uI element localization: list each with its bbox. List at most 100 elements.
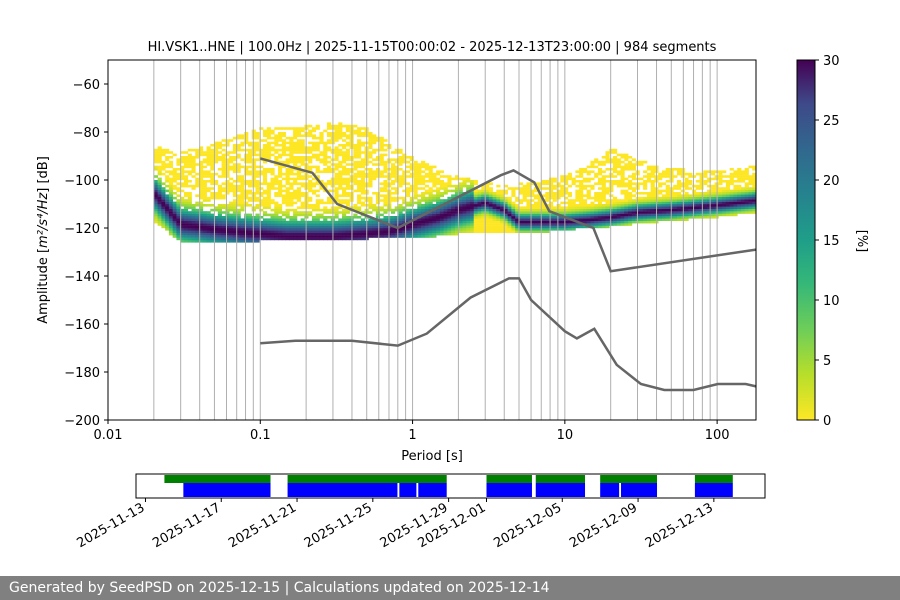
heatmap-cell xyxy=(500,211,505,214)
heatmap-cell xyxy=(206,235,211,238)
heatmap-cell xyxy=(357,151,362,154)
heatmap-cell xyxy=(168,184,174,188)
heatmap-cell xyxy=(485,201,490,205)
heatmap-cell xyxy=(315,235,320,238)
heatmap-cell xyxy=(247,158,253,161)
heatmap-cell xyxy=(556,208,561,212)
heatmap-cell xyxy=(202,211,207,214)
heatmap-cell xyxy=(345,156,350,159)
heatmap-cell xyxy=(597,196,603,200)
heatmap-cell xyxy=(556,204,561,207)
heatmap-cell xyxy=(500,218,505,221)
heatmap-cell xyxy=(421,182,426,185)
heatmap-cell xyxy=(616,208,621,212)
heatmap-cell xyxy=(688,180,693,183)
heatmap-cell xyxy=(601,177,606,181)
heatmap-cell xyxy=(643,180,648,183)
heatmap-cell xyxy=(665,211,670,214)
heatmap-cell xyxy=(507,211,512,214)
heatmap-cell xyxy=(199,189,204,193)
heatmap-cell xyxy=(168,223,174,226)
heatmap-cell xyxy=(409,208,414,212)
heatmap-cell xyxy=(722,170,727,173)
heatmap-cell xyxy=(202,153,207,157)
heatmap-cell xyxy=(436,199,441,202)
heatmap-cell xyxy=(342,168,347,171)
heatmap-cell xyxy=(684,187,689,190)
heatmap-cell xyxy=(217,232,222,236)
heatmap-cell xyxy=(285,160,290,164)
heatmap-cell xyxy=(725,204,731,207)
heatmap-cell xyxy=(620,156,625,159)
heatmap-cell xyxy=(375,206,381,209)
heatmap-cell xyxy=(342,170,347,173)
heatmap-cell xyxy=(722,213,727,217)
heatmap-cell xyxy=(353,153,358,157)
heatmap-cell xyxy=(579,170,584,173)
heatmap-cell xyxy=(518,199,524,202)
heatmap-cell xyxy=(688,204,693,207)
heatmap-cell xyxy=(729,206,734,209)
heatmap-cell xyxy=(605,213,610,217)
heatmap-cell xyxy=(552,187,557,190)
heatmap-cell xyxy=(225,235,230,238)
grid-lines xyxy=(153,60,718,420)
heatmap-cell xyxy=(153,184,158,188)
heatmap-cell xyxy=(165,148,170,152)
heatmap-cell xyxy=(270,132,275,135)
heatmap-cell xyxy=(650,208,655,212)
heatmap-cell xyxy=(357,216,362,219)
heatmap-cell xyxy=(345,223,350,226)
heatmap-cell xyxy=(439,194,445,197)
heatmap-cell xyxy=(157,182,162,185)
heatmap-cell xyxy=(153,180,158,183)
heatmap-cell xyxy=(345,201,350,205)
heatmap-cell xyxy=(526,206,531,209)
heatmap-cell xyxy=(646,204,652,207)
heatmap-cell xyxy=(737,170,742,173)
heatmap-cell xyxy=(421,199,426,202)
heatmap-cell xyxy=(469,223,475,226)
heatmap-cell xyxy=(710,213,715,217)
heatmap-cell xyxy=(729,194,734,197)
heatmap-cell xyxy=(278,228,283,231)
heatmap-cell xyxy=(191,225,196,229)
heatmap-cell xyxy=(579,201,584,205)
heatmap-cell xyxy=(643,182,648,185)
heatmap-cell xyxy=(744,175,749,178)
heatmap-cell xyxy=(624,153,629,157)
heatmap-cell xyxy=(240,194,245,197)
heatmap-cell xyxy=(594,158,599,161)
heatmap-cell xyxy=(609,220,614,224)
heatmap-cell xyxy=(556,228,561,231)
heatmap-cell xyxy=(240,180,245,183)
heatmap-cell xyxy=(323,232,328,236)
heatmap-cell xyxy=(748,187,753,190)
heatmap-cell xyxy=(368,156,373,159)
heatmap-cell xyxy=(326,141,332,145)
heatmap-cell xyxy=(217,206,222,209)
heatmap-cell xyxy=(187,204,192,207)
heatmap-cell xyxy=(214,180,219,183)
heatmap-cell xyxy=(605,187,610,190)
heatmap-cell xyxy=(552,223,557,226)
heatmap-cell xyxy=(409,235,414,238)
heatmap-cell xyxy=(556,192,561,195)
heatmap-cell xyxy=(319,201,324,205)
heatmap-cell xyxy=(590,206,595,209)
heatmap-cell xyxy=(206,187,211,190)
heatmap-cell xyxy=(229,240,234,243)
heatmap-cell xyxy=(545,230,550,233)
heatmap-cell xyxy=(560,184,565,188)
heatmap-cell xyxy=(338,148,343,152)
heatmap-cell xyxy=(345,184,350,188)
heatmap-cell xyxy=(383,163,388,166)
heatmap-cell xyxy=(247,180,253,183)
heatmap-cell xyxy=(353,156,358,159)
heatmap-cell xyxy=(624,213,629,217)
heatmap-cell xyxy=(564,196,569,200)
heatmap-cell xyxy=(232,189,238,193)
heatmap-cell xyxy=(281,146,286,149)
heatmap-cell xyxy=(620,165,625,169)
heatmap-cell xyxy=(744,172,749,176)
